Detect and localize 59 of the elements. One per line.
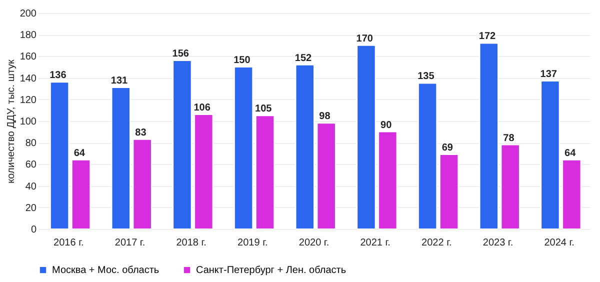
legend-label: Москва + Мос. область — [52, 265, 160, 276]
bar — [418, 82, 438, 230]
x-tick-label: 2023 г. — [482, 238, 514, 248]
bar — [295, 64, 314, 230]
x-tick-label: 2018 г. — [176, 238, 206, 248]
data-label: 64 — [564, 148, 576, 159]
y-tick-label: 80 — [25, 138, 37, 150]
x-tick-label: 2022 г. — [422, 238, 452, 248]
bar — [562, 159, 582, 230]
data-label: 69 — [442, 142, 454, 154]
bar — [255, 115, 275, 230]
y-tick-label: 200 — [20, 8, 37, 20]
x-tick-label: 2020 г. — [298, 238, 330, 248]
bar — [50, 82, 70, 230]
y-tick-label: 0 — [30, 224, 37, 236]
data-label: 136 — [50, 70, 67, 82]
data-label: 83 — [135, 127, 147, 138]
data-label: 137 — [540, 69, 558, 80]
legend-label: Санкт-Петербург + Лен. область — [196, 265, 346, 276]
y-tick-label: 60 — [25, 160, 37, 171]
data-label: 64 — [74, 148, 86, 159]
data-label: 131 — [110, 76, 128, 87]
data-label: 78 — [503, 132, 515, 144]
data-label: 106 — [194, 102, 211, 114]
data-label: 170 — [356, 33, 374, 44]
data-label: 105 — [255, 104, 272, 115]
bar — [439, 154, 459, 230]
data-label: 150 — [234, 55, 251, 66]
bar — [234, 66, 254, 230]
bar — [194, 114, 214, 230]
y-axis-title: количество ДДУ, тыс. штук — [6, 58, 17, 184]
bar — [378, 131, 398, 230]
data-label: 135 — [418, 71, 435, 82]
y-tick-label: 180 — [20, 30, 37, 42]
y-tick-label: 140 — [20, 73, 37, 84]
bar — [111, 87, 130, 230]
y-tick-label: 120 — [20, 94, 37, 106]
x-tick-label: 2016 г. — [54, 238, 84, 248]
data-label: 90 — [380, 120, 392, 131]
bar — [71, 159, 91, 230]
bar — [132, 138, 152, 230]
data-label: 152 — [294, 52, 312, 64]
y-tick-label: 100 — [20, 116, 37, 128]
x-tick-label: 2019 г. — [238, 238, 268, 248]
data-label: 98 — [319, 111, 331, 122]
y-tick-label: 20 — [25, 202, 37, 214]
y-tick-label: 40 — [25, 181, 37, 192]
bar — [316, 122, 336, 230]
data-label: 156 — [172, 48, 190, 60]
bar — [479, 42, 498, 230]
bar — [540, 80, 560, 230]
x-tick-label: 2021 г. — [360, 238, 390, 248]
bar — [172, 60, 192, 230]
x-tick-label: 2024 г. — [544, 238, 574, 248]
bar — [356, 44, 376, 230]
x-tick-label: 2017 г. — [114, 238, 146, 248]
y-tick-label: 160 — [20, 52, 37, 63]
bar — [500, 144, 520, 230]
data-label: 172 — [478, 31, 496, 42]
